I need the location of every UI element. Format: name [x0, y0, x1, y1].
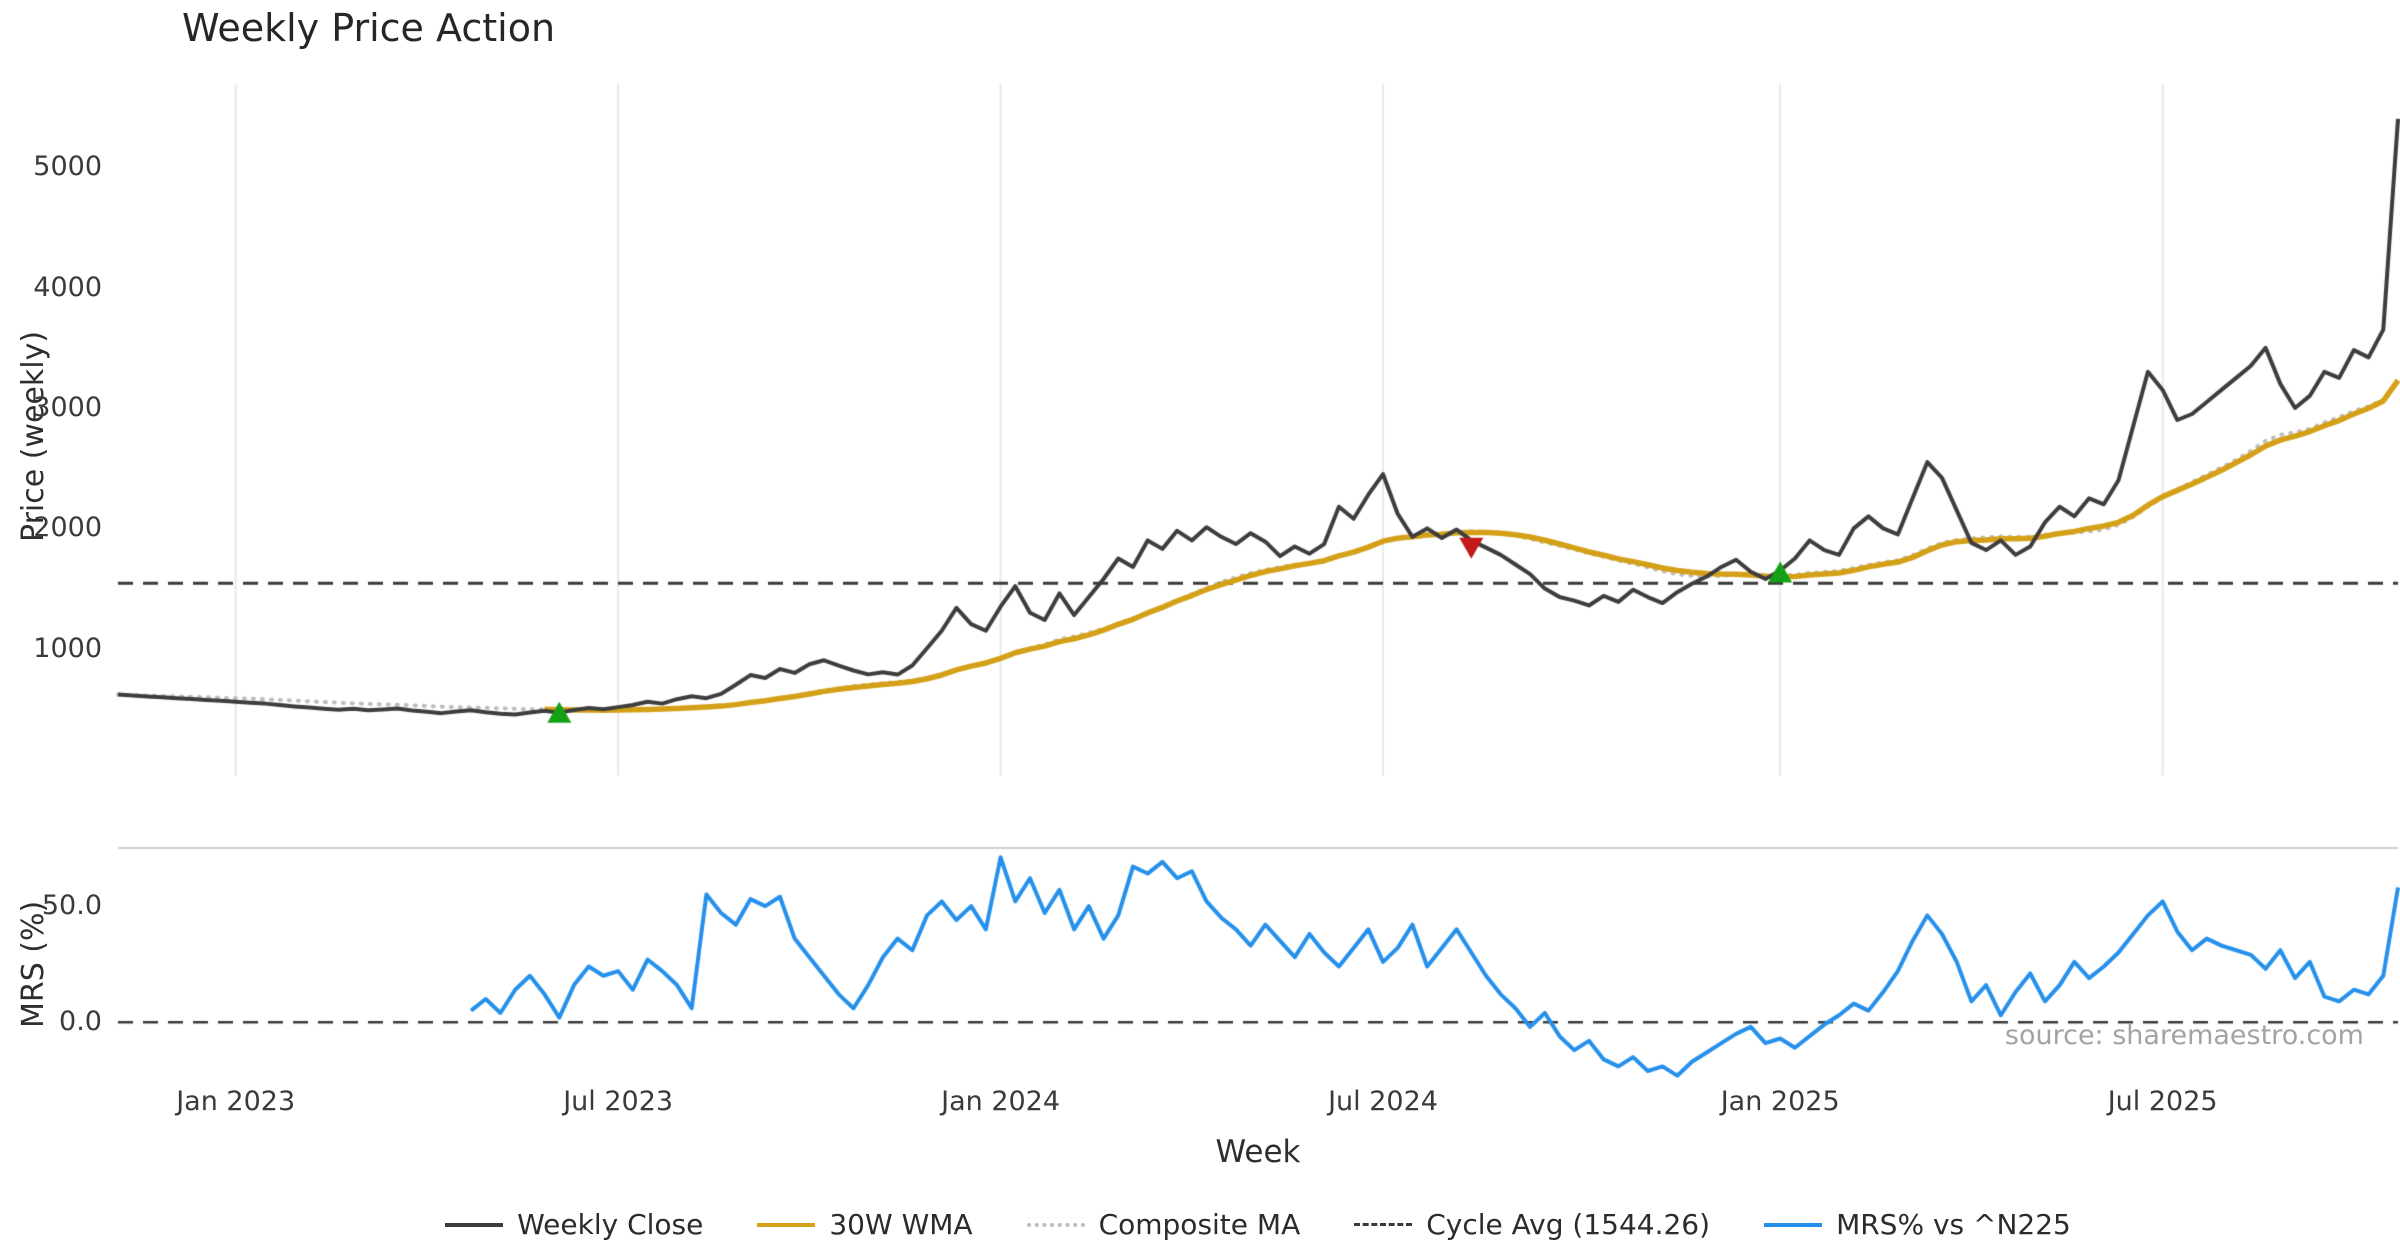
- price-ytick-1000: 1000: [33, 632, 102, 664]
- legend-label: Composite MA: [1098, 1208, 1301, 1241]
- legend-item-30w-wma: 30W WMA: [757, 1208, 973, 1241]
- x-tick-jan-2025: Jan 2025: [1720, 1086, 1840, 1117]
- legend-label: Weekly Close: [517, 1208, 704, 1241]
- x-tick-jan-2023: Jan 2023: [176, 1086, 296, 1117]
- price-ytick-5000: 5000: [33, 151, 102, 183]
- price-axis-label: Price (weekly): [16, 330, 51, 542]
- price-ytick-2000: 2000: [33, 512, 102, 544]
- mrs-ytick-0.0: 0.0: [59, 1006, 102, 1038]
- legend-solid-line-swatch: [445, 1222, 504, 1227]
- legend-item-cycle-avg-1544-26: Cycle Avg (1544.26): [1354, 1208, 1710, 1241]
- legend-label: MRS% vs ^N225: [1836, 1208, 2071, 1241]
- x-tick-jul-2023: Jul 2023: [563, 1086, 674, 1117]
- x-tick-jan-2024: Jan 2024: [941, 1086, 1061, 1117]
- legend-label: Cycle Avg (1544.26): [1426, 1208, 1711, 1241]
- x-tick-jul-2024: Jul 2024: [1328, 1086, 1438, 1117]
- legend-dotted-line-swatch: [1026, 1222, 1085, 1227]
- legend-dashed-line-swatch: [1354, 1223, 1413, 1226]
- chart-title: Weekly Price Action: [182, 6, 556, 50]
- legend-item-mrs-vs-n225: MRS% vs ^N225: [1764, 1208, 2071, 1241]
- price-ytick-3000: 3000: [33, 391, 102, 423]
- legend-solid-line-swatch: [1764, 1222, 1823, 1227]
- x-axis-label: Week: [1215, 1134, 1301, 1170]
- legend-solid-line-swatch: [757, 1222, 816, 1227]
- price-ytick-4000: 4000: [33, 271, 102, 303]
- legend-item-composite-ma: Composite MA: [1026, 1208, 1301, 1241]
- legend-item-weekly-close: Weekly Close: [445, 1208, 703, 1241]
- legend-label: 30W WMA: [829, 1208, 973, 1241]
- x-tick-jul-2025: Jul 2025: [2107, 1086, 2218, 1117]
- mrs-ytick-50.0: 50.0: [41, 890, 102, 922]
- source-note: source: sharemaestro.com: [2004, 1020, 2364, 1051]
- legend: Weekly Close 30W WMA Composite MA Cycle Avg…: [118, 1208, 2398, 1241]
